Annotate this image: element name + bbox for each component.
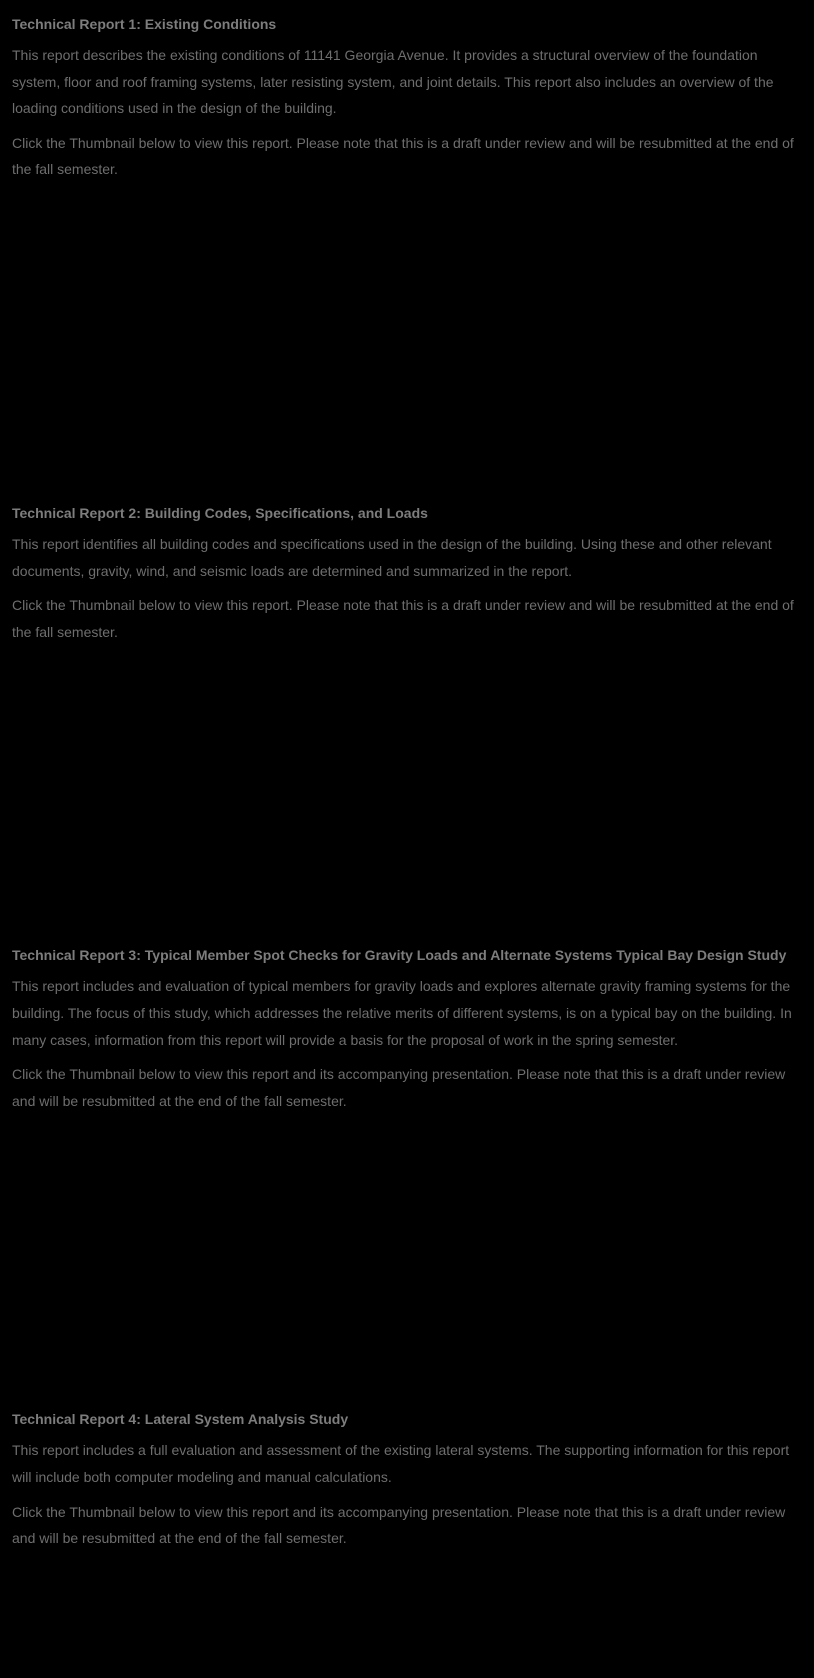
report-instruction-2: Click the Thumbnail below to view this r… — [12, 592, 802, 645]
report-title-2: Technical Report 2: Building Codes, Spec… — [12, 499, 802, 527]
report-section-1: Technical Report 1: Existing Conditions … — [12, 10, 802, 491]
report-title-4: Technical Report 4: Lateral System Analy… — [12, 1405, 802, 1433]
thumbnail-placeholder-2[interactable] — [12, 653, 802, 933]
report-description-3: This report includes and evaluation of t… — [12, 973, 802, 1053]
thumbnail-placeholder-3[interactable] — [12, 1122, 802, 1397]
thumbnail-placeholder-1[interactable] — [12, 191, 802, 491]
report-title-3: Technical Report 3: Typical Member Spot … — [12, 941, 802, 969]
report-section-4: Technical Report 4: Lateral System Analy… — [12, 1405, 802, 1551]
report-section-3: Technical Report 3: Typical Member Spot … — [12, 941, 802, 1397]
report-description-2: This report identifies all building code… — [12, 531, 802, 584]
report-instruction-3: Click the Thumbnail below to view this r… — [12, 1061, 802, 1114]
report-description-4: This report includes a full evaluation a… — [12, 1437, 802, 1490]
report-description-1: This report describes the existing condi… — [12, 42, 802, 122]
report-instruction-4: Click the Thumbnail below to view this r… — [12, 1499, 802, 1552]
report-title-1: Technical Report 1: Existing Conditions — [12, 10, 802, 38]
report-section-2: Technical Report 2: Building Codes, Spec… — [12, 499, 802, 933]
report-instruction-1: Click the Thumbnail below to view this r… — [12, 130, 802, 183]
